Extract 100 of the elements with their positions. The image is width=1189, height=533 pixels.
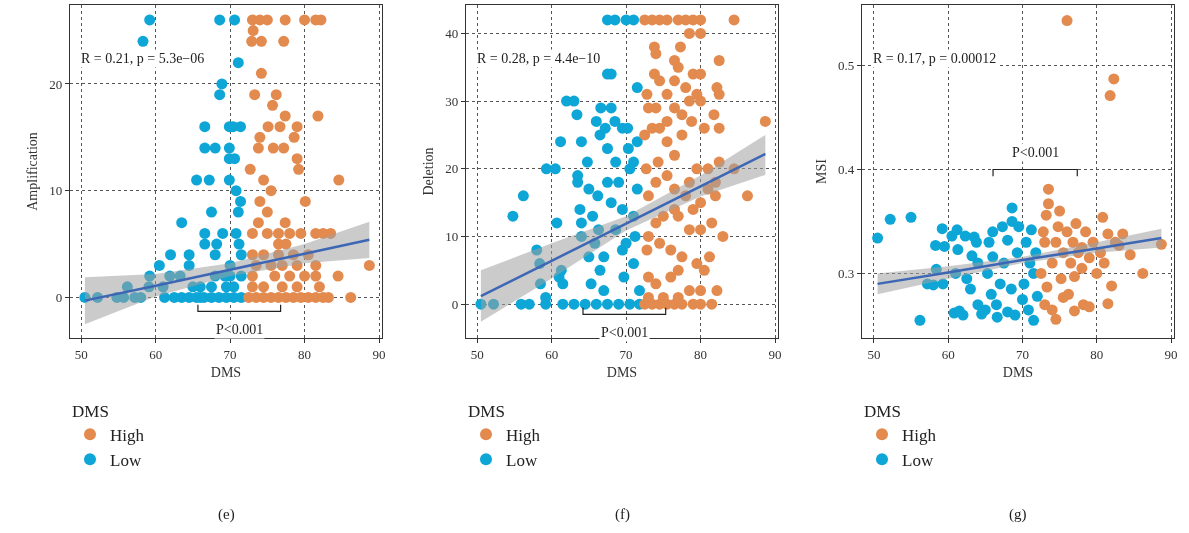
point [1018, 278, 1030, 290]
x-tick-label: 80 [298, 346, 312, 362]
annotation: R = 0.21, p = 5.3e−06 [81, 51, 205, 66]
y-tick-label: 10 [49, 183, 63, 199]
point [1061, 226, 1073, 238]
legend-label: High [902, 425, 937, 445]
x-tick-label: 90 [1164, 346, 1178, 362]
point [1065, 257, 1077, 269]
y-tick-label: 0.3 [837, 266, 855, 282]
point [996, 221, 1008, 233]
point [1040, 209, 1052, 221]
point [991, 311, 1003, 323]
legend-title: DMS [72, 401, 109, 421]
point [970, 236, 982, 248]
point [1035, 267, 1047, 279]
point [1002, 234, 1014, 246]
annotation: R = 0.28, p = 4.4e−10 [477, 51, 601, 66]
y-axis-title: MSI [813, 158, 829, 184]
point [1041, 281, 1053, 293]
point [1068, 305, 1080, 317]
point [1155, 238, 1167, 250]
point [914, 314, 926, 326]
point [1054, 205, 1066, 217]
point [985, 288, 997, 300]
point [1083, 252, 1095, 264]
text: (f) [615, 506, 630, 523]
point [952, 244, 964, 256]
point [1009, 309, 1021, 321]
point [1102, 298, 1114, 310]
point [1013, 221, 1025, 233]
point [937, 278, 949, 290]
point [982, 267, 994, 279]
x-tick-label: 80 [1090, 346, 1104, 362]
point [964, 283, 976, 295]
y-tick-label: 10 [445, 229, 459, 245]
legend-title: DMS [864, 401, 901, 421]
x-tick-label: 70 [1015, 346, 1029, 362]
annotation: P<0.001 [601, 325, 649, 340]
point [959, 230, 971, 242]
point [1042, 198, 1054, 210]
y-tick-label: 0.4 [837, 161, 855, 177]
point [1005, 283, 1017, 295]
point [990, 299, 1002, 311]
point [1050, 236, 1062, 248]
point [1061, 15, 1073, 27]
x-tick-label: 90 [372, 346, 386, 362]
x-tick-label: 60 [545, 346, 559, 362]
text: (g) [1009, 506, 1027, 523]
point [905, 211, 917, 223]
point [1016, 294, 1028, 305]
y-tick-label: 20 [445, 161, 459, 177]
point [1031, 290, 1043, 302]
annotation: P<0.001 [1012, 145, 1060, 160]
point [1124, 249, 1136, 261]
point [1050, 313, 1062, 325]
legend-label: Low [506, 450, 538, 470]
point [872, 232, 884, 244]
point [1097, 211, 1109, 223]
point [1104, 90, 1116, 102]
x-tick-label: 50 [470, 346, 484, 362]
point [1046, 304, 1058, 316]
point [987, 226, 999, 238]
annotation: R = 0.17, p = 0.00012 [873, 51, 997, 66]
point [1098, 257, 1110, 269]
x-axis-title: DMS [210, 365, 242, 380]
x-tick-label: 50 [867, 346, 881, 362]
x-axis-title: DMS [1002, 365, 1034, 380]
y-tick-label: 20 [49, 76, 63, 92]
point [1137, 267, 1149, 279]
point [1039, 299, 1051, 311]
y-tick-label: 0.5 [837, 57, 855, 73]
point [961, 273, 973, 285]
legend-label: Low [110, 450, 142, 470]
legend-label: High [506, 425, 541, 445]
x-axis-title: DMS [606, 365, 638, 380]
point [1108, 73, 1120, 85]
point [1037, 226, 1049, 238]
x-tick-label: 60 [149, 346, 163, 362]
point [884, 213, 896, 225]
point [1006, 202, 1018, 214]
point [1068, 271, 1080, 283]
x-tick-label: 60 [941, 346, 955, 362]
x-tick-label: 80 [694, 346, 708, 362]
point [1067, 236, 1079, 248]
y-tick-label: 0 [451, 296, 459, 312]
point [1020, 236, 1032, 248]
point [1025, 224, 1037, 236]
point [1063, 288, 1075, 300]
y-tick-label: 0 [55, 289, 63, 305]
x-tick-label: 70 [619, 346, 633, 362]
point [983, 236, 995, 248]
legend-label: High [110, 425, 145, 445]
point [957, 309, 969, 321]
point [1011, 247, 1023, 259]
point [1022, 304, 1034, 316]
point [1117, 228, 1129, 240]
point [1080, 226, 1092, 238]
point [938, 240, 950, 252]
y-tick-label: 40 [445, 25, 459, 41]
point [1102, 228, 1114, 240]
